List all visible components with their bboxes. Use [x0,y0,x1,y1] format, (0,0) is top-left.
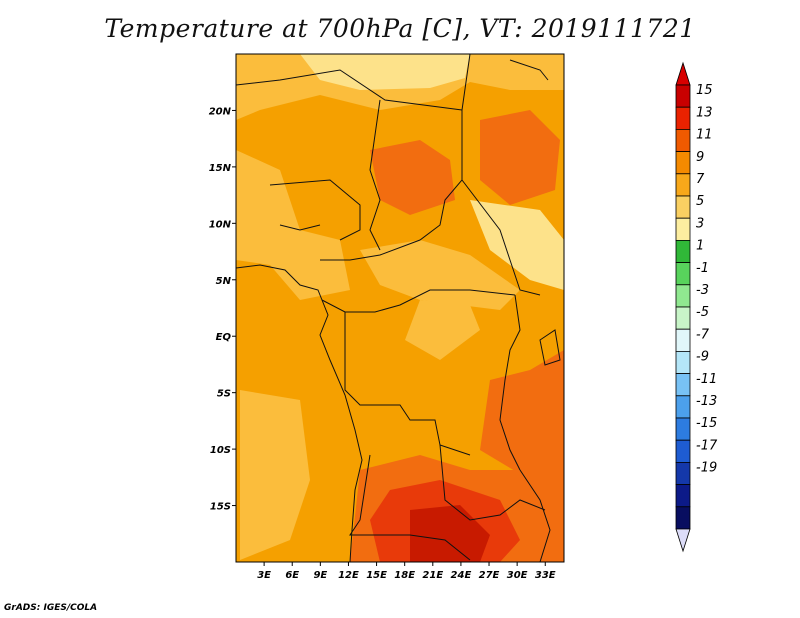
colorbar-label: -13 [696,394,717,409]
border-line-10 [349,454,471,561]
lat-label: 20N [209,106,232,117]
temperature-field [236,54,564,562]
lon-label: 24E [451,570,472,581]
colorbar-segment [675,439,691,463]
colorbar-label: -3 [696,283,709,298]
lon-label: 21E [422,570,443,581]
colorbar-segment [675,239,691,263]
country-borders [236,54,561,562]
field-band-west [236,150,350,300]
lat-label: 10S [210,445,231,456]
colorbar-segment [675,173,691,197]
field-hottest-south [410,505,490,562]
field-band-southwest [240,390,310,560]
colorbar-segment [675,306,691,330]
colorbar-label: 11 [696,128,713,143]
border-line-2 [236,69,463,111]
lat-label: 5N [216,276,232,287]
colorbar-segment [675,217,691,241]
field-warm-chad [370,140,455,215]
lat-label: 5S [217,389,231,400]
colorbar-bottom-arrow [675,528,691,553]
atlantic-coastline [236,264,363,562]
colorbar-label: -1 [696,261,709,276]
colorbar-segment [675,84,691,108]
map-frame [235,53,565,563]
colorbar-label: -7 [696,327,710,342]
colorbar-label: 3 [696,216,704,231]
field-band-cool-east [470,200,564,290]
lon-label: 27E [479,570,500,581]
border-line-12 [519,469,551,562]
lon-label: 30E [507,570,528,581]
colorbar-segment [675,417,691,441]
colorbar-label: -5 [696,305,709,320]
border-line-4 [461,179,541,296]
lat-label: EQ [216,332,232,343]
colorbar-segment [675,461,691,485]
border-line-9 [499,294,521,471]
colorbar-segment [675,350,691,374]
colorbar-label: -11 [696,372,717,387]
field-warm-sudan [480,110,560,205]
border-line-1 [320,54,471,261]
lon-label: 18E [394,570,415,581]
colorbar-label: -19 [696,461,717,476]
border-line-11 [439,444,546,521]
lon-label: 12E [338,570,359,581]
colorbar-segment [675,262,691,286]
colorbar: 15 13 11 9 7 5 3 1 -1 -3 -5 -7 -9 -11 -13 -15 -17 -19 [675,61,718,553]
colorbar-segment [675,395,691,419]
lon-label: 9E [313,570,327,581]
latitude-labels: 20N 15N 10N 5N EQ 5S 10S 15S [209,106,236,513]
colorbar-segment [675,195,691,219]
colorbar-segment [675,484,691,508]
lon-label: 15E [366,570,387,581]
lon-label: 3E [257,570,271,581]
colorbar-segment [675,284,691,308]
field-warm-east [480,350,564,480]
colorbar-label: 5 [696,194,704,209]
border-line-6 [279,224,321,231]
field-band-central [360,240,520,310]
longitude-labels: 3E 6E 9E 12E 15E 18E 21E 24E 27E 30E 33E [257,562,556,581]
colorbar-label: 15 [696,83,713,98]
colorbar-label: 9 [696,150,704,165]
colorbar-label: 7 [696,172,705,187]
colorbar-segment [675,373,691,397]
lon-label: 33E [535,570,556,581]
colorbar-segment [675,506,691,530]
field-band-congo [405,300,480,360]
map-title: Temperature at 700hPa [C], VT: 201911172… [104,14,696,43]
lat-label: 10N [209,219,232,230]
colorbar-label: 1 [696,239,704,254]
border-line-3 [369,99,381,251]
lon-label: 6E [285,570,299,581]
border-line-5 [269,179,361,241]
colorbar-label: -15 [696,416,717,431]
field-band-cool-north [300,54,470,90]
colorbar-label: 13 [696,105,713,120]
colorbar-segment [675,106,691,130]
nile-segment [509,59,549,81]
border-line-8 [344,312,471,456]
lake-victoria [539,329,561,366]
colorbar-segment [675,128,691,152]
colorbar-label: -17 [696,438,718,453]
lat-label: 15S [210,502,231,513]
colorbar-segment [675,328,691,352]
colorbar-label: -9 [696,350,709,365]
colorbar-segment [675,151,691,175]
grads-credit: GrADS: IGES/COLA [4,603,98,613]
colorbar-top-arrow [675,61,691,86]
lat-label: 15N [209,163,232,174]
